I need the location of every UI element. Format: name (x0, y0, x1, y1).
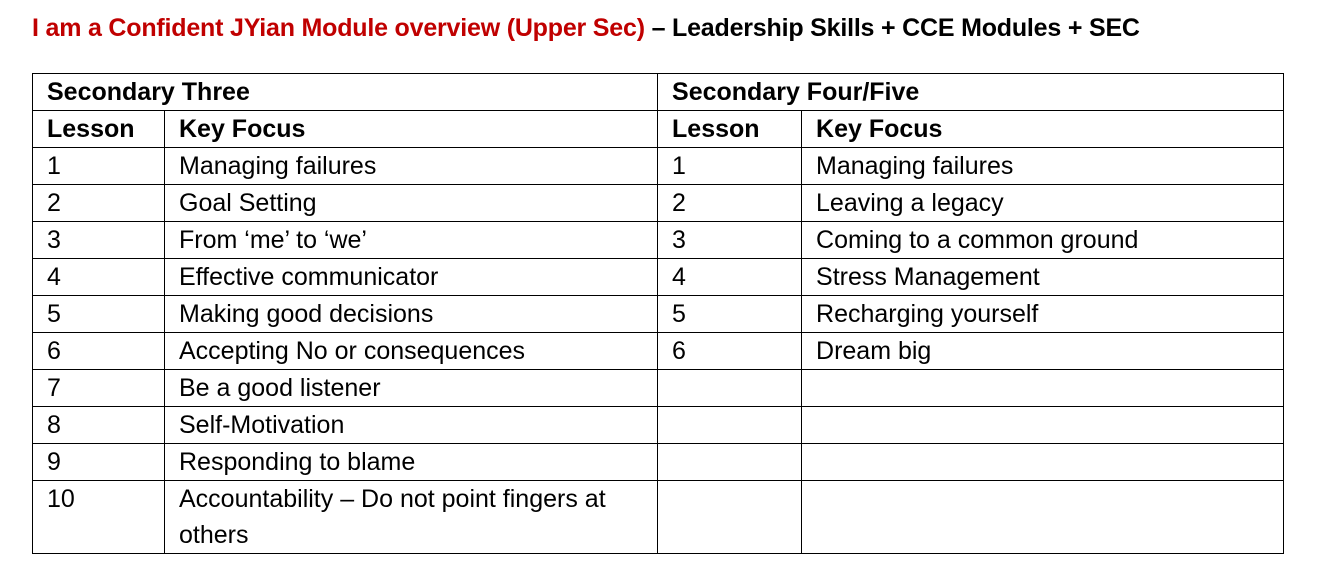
table-row: 9 Responding to blame (32, 443, 1285, 481)
sec45-lesson-cell: 2 (657, 184, 803, 222)
sec3-lesson-cell: 3 (32, 221, 165, 259)
table-row: 5 Making good decisions 5 Recharging yourse… (32, 295, 1285, 333)
table-row: 8 Self-Motivation (32, 406, 1285, 444)
sec3-focus-header: Key Focus (163, 110, 659, 148)
sec45-lesson-cell (657, 369, 803, 407)
sec45-header: Secondary Four/Five (657, 73, 1285, 111)
sec45-lesson-cell: 3 (657, 221, 803, 259)
sec45-focus-header: Key Focus (801, 110, 1285, 148)
sec45-lesson-cell (657, 480, 803, 554)
table-row: 3 From ‘me’ to ‘we’ 3 Coming to a common gr… (32, 221, 1285, 259)
sec3-lesson-cell: 8 (32, 406, 165, 444)
sec45-focus-cell: Recharging yourself (801, 295, 1285, 333)
sec3-focus-cell: Be a good listener (163, 369, 659, 407)
title-subtitle: – Leadership Skills + CCE Modules + SEC (644, 14, 1140, 42)
table-row: 10 Accountability – Do not point fingers … (32, 480, 1285, 554)
sec3-focus-cell: Self-Motivation (163, 406, 659, 444)
page-title: I am a Confident JYian Module overview (… (32, 14, 1140, 43)
sec3-lesson-cell: 1 (32, 147, 165, 185)
table-row: 4 Effective communicator 4 Stress Managemen… (32, 258, 1285, 296)
sec45-lesson-cell (657, 443, 803, 481)
sec3-focus-cell: Making good decisions (163, 295, 659, 333)
sec3-focus-cell: Accountability – Do not point fingers at… (163, 480, 659, 554)
table-row: 1 Managing failures 1 Managing failures (32, 147, 1285, 185)
sec45-focus-cell (801, 480, 1285, 554)
sec45-focus-cell (801, 406, 1285, 444)
sec3-lesson-cell: 5 (32, 295, 165, 333)
sec45-focus-cell: Stress Management (801, 258, 1285, 296)
table-column-header-row: Lesson Key Focus Lesson Key Focus (32, 110, 1285, 148)
sec45-focus-cell: Coming to a common ground (801, 221, 1285, 259)
sec3-header: Secondary Three (31, 73, 659, 111)
sec3-lesson-cell: 4 (32, 258, 165, 296)
sec45-focus-cell: Leaving a legacy (801, 184, 1285, 222)
table-row: 2 Goal Setting 2 Leaving a legacy (32, 184, 1285, 222)
sec3-focus-cell: From ‘me’ to ‘we’ (163, 221, 659, 259)
sec45-lesson-cell: 5 (657, 295, 803, 333)
sec45-focus-cell: Dream big (801, 332, 1285, 370)
sec3-lesson-cell: 10 (32, 480, 165, 554)
sec3-focus-cell: Managing failures (163, 147, 659, 185)
title-module-name: I am a Confident JYian Module overview (… (32, 14, 645, 42)
sec45-lesson-cell (657, 406, 803, 444)
sec3-lesson-cell: 9 (32, 443, 165, 481)
sec3-focus-cell: Accepting No or consequences (163, 332, 659, 370)
sec45-lesson-cell: 4 (657, 258, 803, 296)
table-row: 7 Be a good listener (32, 369, 1285, 407)
sec3-focus-cell: Effective communicator (163, 258, 659, 296)
sec3-lesson-cell: 6 (32, 332, 165, 370)
sec3-lesson-cell: 7 (32, 369, 165, 407)
sec45-focus-cell (801, 443, 1285, 481)
sec45-lesson-cell: 1 (657, 147, 803, 185)
sec45-lesson-header: Lesson (657, 110, 803, 148)
sec45-focus-cell: Managing failures (801, 147, 1285, 185)
sec3-lesson-cell: 2 (32, 184, 165, 222)
sec45-lesson-cell: 6 (657, 332, 803, 370)
table-group-header-row: Secondary Three Secondary Four/Five (31, 73, 1285, 111)
module-overview-table: Secondary Three Secondary Four/Five Less… (31, 73, 1285, 554)
sec3-focus-cell: Responding to blame (163, 443, 659, 481)
table-row: 6 Accepting No or consequences 6 Dream big (32, 332, 1285, 370)
sec3-focus-cell: Goal Setting (163, 184, 659, 222)
sec45-focus-cell (801, 369, 1285, 407)
sec3-lesson-header: Lesson (32, 110, 165, 148)
